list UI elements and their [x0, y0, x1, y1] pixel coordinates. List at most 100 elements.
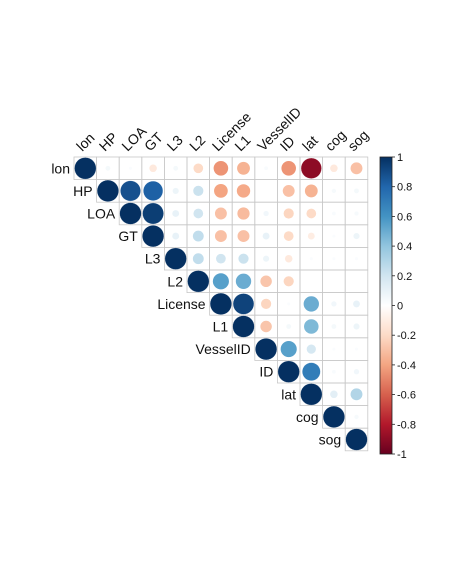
- corr-circle-lon-L1: [237, 161, 250, 175]
- corr-circle-LOA-cog: [332, 211, 336, 216]
- grid: [73, 156, 369, 452]
- corr-circle-HP-L2: [193, 185, 204, 196]
- corr-circle-lon-cog: [330, 164, 338, 173]
- corr-circle-LOA-L2: [193, 208, 204, 219]
- row-label-lat: lat: [281, 386, 296, 402]
- corr-circle-lon-VesselID: [264, 166, 268, 171]
- corr-circle-HP-LOA: [120, 180, 141, 202]
- corr-circle-VesselID-VesselID: [255, 338, 278, 361]
- corr-circle-L3-sog: [354, 257, 359, 261]
- corr-circle-License-L1: [232, 293, 255, 315]
- row-label-License: License: [157, 296, 205, 312]
- grid-cell: [344, 269, 369, 294]
- corr-circle-LOA-sog: [354, 211, 359, 216]
- corr-circle-L1-ID: [286, 324, 292, 329]
- corr-circle-License-ID: [287, 302, 291, 306]
- corr-circle-License-cog: [331, 301, 337, 307]
- corr-circle-VesselID-sog: [354, 347, 359, 351]
- corr-circle-lon-GT: [149, 164, 157, 173]
- row-label-ID: ID: [259, 364, 273, 380]
- corr-circle-GT-ID: [283, 231, 294, 241]
- colorbar-tick-label: 0.8: [397, 182, 412, 194]
- corr-circle-L1-cog: [331, 324, 337, 329]
- corr-circle-L2-License: [212, 273, 229, 290]
- corr-circle-License-License: [209, 292, 232, 315]
- colorbar-gradient: [379, 156, 393, 455]
- colorbar-tick-label: 0.4: [397, 241, 412, 253]
- corr-circle-L2-ID: [283, 276, 294, 287]
- corr-circle-HP-L3: [172, 187, 179, 194]
- colorbar-tick-label: -0.8: [397, 419, 416, 431]
- colorbar-tick-label: 0.2: [397, 271, 412, 283]
- corr-circle-L2-L2: [187, 270, 210, 293]
- row-label-HP: HP: [73, 183, 92, 199]
- corr-circle-L3-L1: [238, 253, 249, 264]
- corr-circle-L3-VesselID: [263, 255, 270, 262]
- corr-circle-lat-sog: [350, 388, 363, 401]
- corr-circle-HP-HP: [96, 179, 119, 202]
- grid-cell: [299, 269, 324, 294]
- correlation-circles: [74, 157, 368, 451]
- corr-circle-GT-cog: [332, 234, 336, 238]
- col-label-sog: sog: [344, 127, 371, 154]
- corr-circle-L2-L1: [235, 273, 252, 289]
- row-label-VesselID: VesselID: [196, 341, 251, 357]
- row-label-GT: GT: [118, 228, 138, 244]
- corr-circle-lat-cog: [330, 390, 338, 399]
- corr-circle-ID-cog: [332, 369, 336, 374]
- corr-circle-L2-VesselID: [260, 275, 272, 288]
- grid-cell: [344, 427, 369, 452]
- col-label-lon: lon: [73, 130, 98, 155]
- row-label-L3: L3: [145, 251, 161, 267]
- corr-circle-License-lat: [303, 296, 319, 312]
- row-label-sog: sog: [319, 432, 342, 448]
- corr-circle-L3-License: [216, 253, 226, 264]
- grid-cell: [322, 269, 346, 294]
- corr-circle-L3-ID: [284, 254, 293, 263]
- corr-circle-HP-GT: [143, 180, 164, 201]
- corr-circle-L1-lat: [304, 319, 319, 334]
- row-label-cog: cog: [296, 409, 319, 425]
- colorbar-legend: 1 0.8 0.6 0.4 0.2 0 -0.2 -0.4 -0.6 -0.8 -1: [379, 152, 416, 461]
- corr-circle-GT-sog: [353, 233, 360, 240]
- corr-circle-HP-sog: [354, 188, 359, 194]
- corr-circle-VesselID-ID: [280, 341, 297, 358]
- corr-circle-lat-lat: [300, 383, 323, 406]
- corr-circle-HP-cog: [331, 188, 337, 194]
- corr-circle-L1-VesselID: [260, 320, 272, 333]
- corr-circle-cog-cog: [322, 405, 345, 428]
- corr-circle-cog-sog: [354, 414, 359, 420]
- corr-circle-HP-License: [214, 184, 228, 198]
- grid-cell: [254, 179, 278, 203]
- corr-circle-License-sog: [353, 300, 360, 308]
- row-label-L1: L1: [213, 319, 229, 335]
- corr-circle-LOA-L3: [172, 210, 180, 217]
- corr-circle-GT-L1: [237, 230, 250, 243]
- corr-circle-LOA-ID: [283, 208, 294, 219]
- corr-circle-LOA-L1: [237, 207, 250, 220]
- corr-circle-L3-cog: [332, 257, 336, 261]
- corr-circle-L3-L3: [164, 247, 187, 270]
- col-label-HP: HP: [96, 129, 121, 154]
- corr-circle-ID-lat: [301, 362, 321, 382]
- colorbar-tick-label: -0.4: [397, 360, 416, 372]
- colorbar-tick-label: 0.6: [397, 211, 412, 223]
- corr-circle-LOA-License: [214, 207, 227, 220]
- col-label-L2: L2: [186, 132, 208, 154]
- corr-circle-lon-ID: [281, 161, 296, 176]
- colorbar-tick-label: -0.6: [397, 390, 416, 402]
- col-label-lat: lat: [299, 132, 321, 154]
- corr-circle-L1-sog: [353, 323, 360, 330]
- corr-circle-GT-VesselID: [262, 232, 270, 240]
- corr-circle-ID-ID: [277, 360, 300, 383]
- corr-circle-lon-lat: [300, 157, 322, 179]
- corr-circle-GT-L2: [192, 230, 204, 242]
- colorbar-tick-label: 0: [397, 301, 403, 313]
- corr-circle-lon-sog: [350, 162, 363, 175]
- colorbar-tick-label: 1: [397, 152, 403, 164]
- corr-circle-HP-L1: [236, 184, 251, 198]
- colorbar-tick-label: -0.2: [397, 330, 416, 342]
- corr-circle-License-VesselID: [261, 298, 272, 309]
- corr-circle-L1-L1: [232, 315, 255, 338]
- col-label-L3: L3: [164, 132, 186, 154]
